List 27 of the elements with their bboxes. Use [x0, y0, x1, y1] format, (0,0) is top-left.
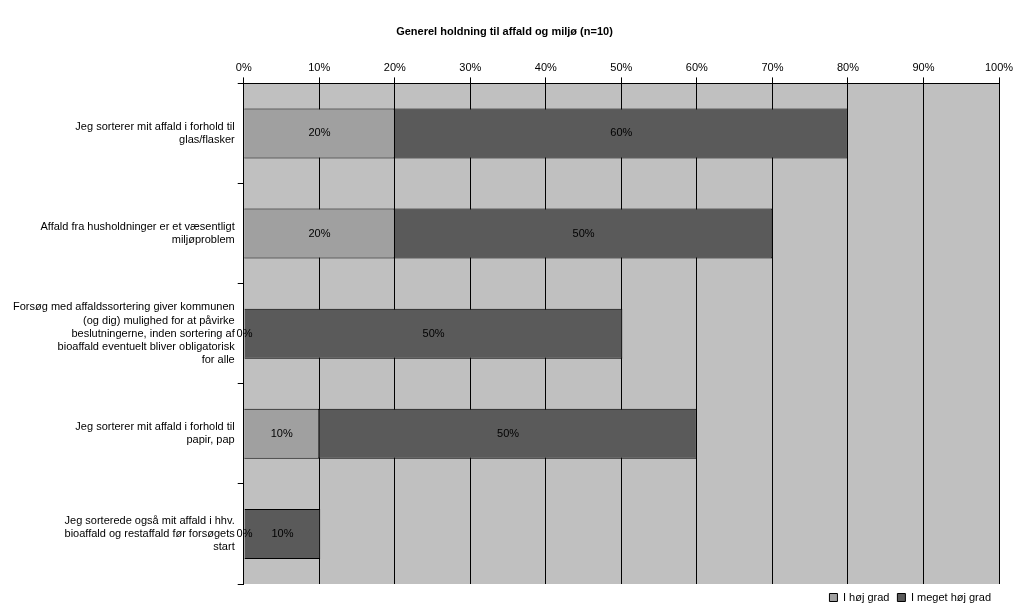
data-label: 10%: [271, 526, 294, 539]
data-label: 20%: [308, 126, 331, 139]
chart-title: Generel holdning til affald og miljø (n=10): [396, 24, 614, 37]
data-label: 50%: [497, 426, 520, 439]
y-tick-label: Jeg sorterer mit affald i forhold til papir, pap: [75, 420, 235, 446]
x-tick-label: 20%: [383, 60, 406, 73]
x-tick-label: 100%: [984, 60, 1014, 73]
data-label: 20%: [308, 226, 331, 239]
x-tick-label: 0%: [235, 60, 252, 73]
x-tick-label: 30%: [459, 60, 482, 73]
legend-label: I meget høj grad: [910, 590, 991, 603]
y-tick-label: Jeg sorterede også mit affald i hhv. bioaffald og restaffald før forsøgets start: [64, 513, 236, 553]
data-label: 60%: [610, 126, 633, 139]
x-tick-label: 80%: [836, 60, 860, 73]
x-tick-label: 90%: [912, 60, 935, 73]
data-label: 50%: [572, 226, 595, 239]
x-tick-label: 60%: [685, 60, 709, 73]
x-tick-label: 50%: [610, 60, 633, 73]
x-tick-label: 70%: [761, 60, 784, 73]
data-label: 50%: [422, 326, 445, 339]
y-tick-label: Jeg sorterer mit affald i forhold til glas/flasker: [75, 119, 236, 146]
x-tick-label: 40%: [534, 60, 558, 73]
data-label: 10%: [270, 426, 293, 439]
x-tick-label: 10%: [308, 60, 331, 73]
legend-label: I høj grad: [842, 590, 890, 603]
y-tick-label: Forsøg med affaldssortering giver kommunen (og dig) mulighed for at påvirke beslutningerne, inden sortering af bioaffald eventuelt bliver obligatorisk for alle: [12, 300, 236, 366]
y-tick-label: Affald fra husholdninger er et væsentligt miljøproblem: [40, 220, 235, 246]
